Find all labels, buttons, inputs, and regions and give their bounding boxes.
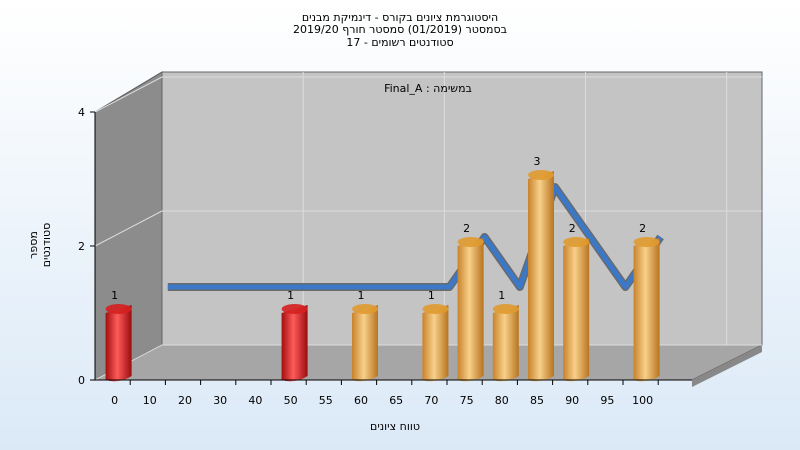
axes-group — [90, 111, 692, 385]
y-tick-label: 0 — [78, 374, 85, 387]
bar-value-label: 2 — [569, 222, 576, 235]
bar — [352, 305, 378, 382]
x-tick-label: 55 — [319, 394, 333, 407]
bar-value-label: 1 — [111, 289, 118, 302]
gridline-diag — [94, 76, 163, 113]
chart-annotation: Final_A : במשימה — [384, 82, 472, 95]
x-tick-label: 70 — [424, 394, 438, 407]
x-tick-label: 20 — [178, 394, 192, 407]
bar-top — [633, 237, 660, 247]
front-edge — [692, 345, 762, 387]
bar-top — [422, 304, 449, 314]
bar-top — [352, 304, 378, 314]
x-tick-label: 30 — [213, 394, 227, 407]
bar — [281, 305, 308, 382]
x-tick-label: 60 — [354, 394, 368, 407]
x-tick-label: 95 — [600, 394, 614, 407]
bar — [422, 305, 449, 382]
bar — [528, 171, 554, 382]
gridlines — [94, 72, 762, 381]
x-tick-label: 65 — [389, 394, 403, 407]
bar-value-label: 3 — [534, 155, 541, 168]
x-tick-label: 90 — [565, 394, 579, 407]
bar-top — [492, 304, 519, 314]
bar-value-label: 1 — [498, 289, 505, 302]
x-tick-label: 80 — [495, 394, 509, 407]
bar-top — [281, 304, 308, 314]
x-tick-label: 50 — [284, 394, 298, 407]
bar-value-label: 2 — [463, 222, 470, 235]
y-tick-label: 2 — [78, 240, 85, 253]
gridline-diag — [94, 210, 163, 247]
chart-title: היסטוגרמת ציונים בקורס - דינמיקת מבנים — [301, 11, 499, 24]
bar — [492, 305, 519, 382]
bar-top — [528, 170, 554, 180]
bar-value-label: 1 — [358, 289, 365, 302]
x-axis-label: טווח ציונים — [370, 420, 420, 433]
bar — [563, 238, 590, 382]
x-tick-label: 40 — [248, 394, 262, 407]
chart-subtitle-semester: בסמסטר (01/2019) סמסטר חורף 2019/20 — [293, 23, 507, 36]
bar — [633, 238, 660, 382]
y-axis-label: מספר סטודנטים — [27, 222, 53, 268]
y-tick-label: 4 — [78, 106, 85, 119]
bar — [457, 238, 484, 382]
bars-group — [105, 170, 660, 382]
bar — [105, 305, 132, 382]
x-tick-label: 10 — [143, 394, 157, 407]
bar-top — [563, 237, 590, 247]
bar-value-label: 2 — [639, 222, 646, 235]
x-tick-label: 85 — [530, 394, 544, 407]
bar-top — [105, 304, 132, 314]
chart-subtitle-students: סטודנטים רשומים - 17 — [346, 36, 454, 49]
bar-top — [457, 237, 484, 247]
x-tick-label: 75 — [460, 394, 474, 407]
bar-value-label: 1 — [287, 289, 294, 302]
bar-value-label: 1 — [428, 289, 435, 302]
x-tick-label: 0 — [111, 394, 118, 407]
x-tick-label: 100 — [632, 394, 653, 407]
